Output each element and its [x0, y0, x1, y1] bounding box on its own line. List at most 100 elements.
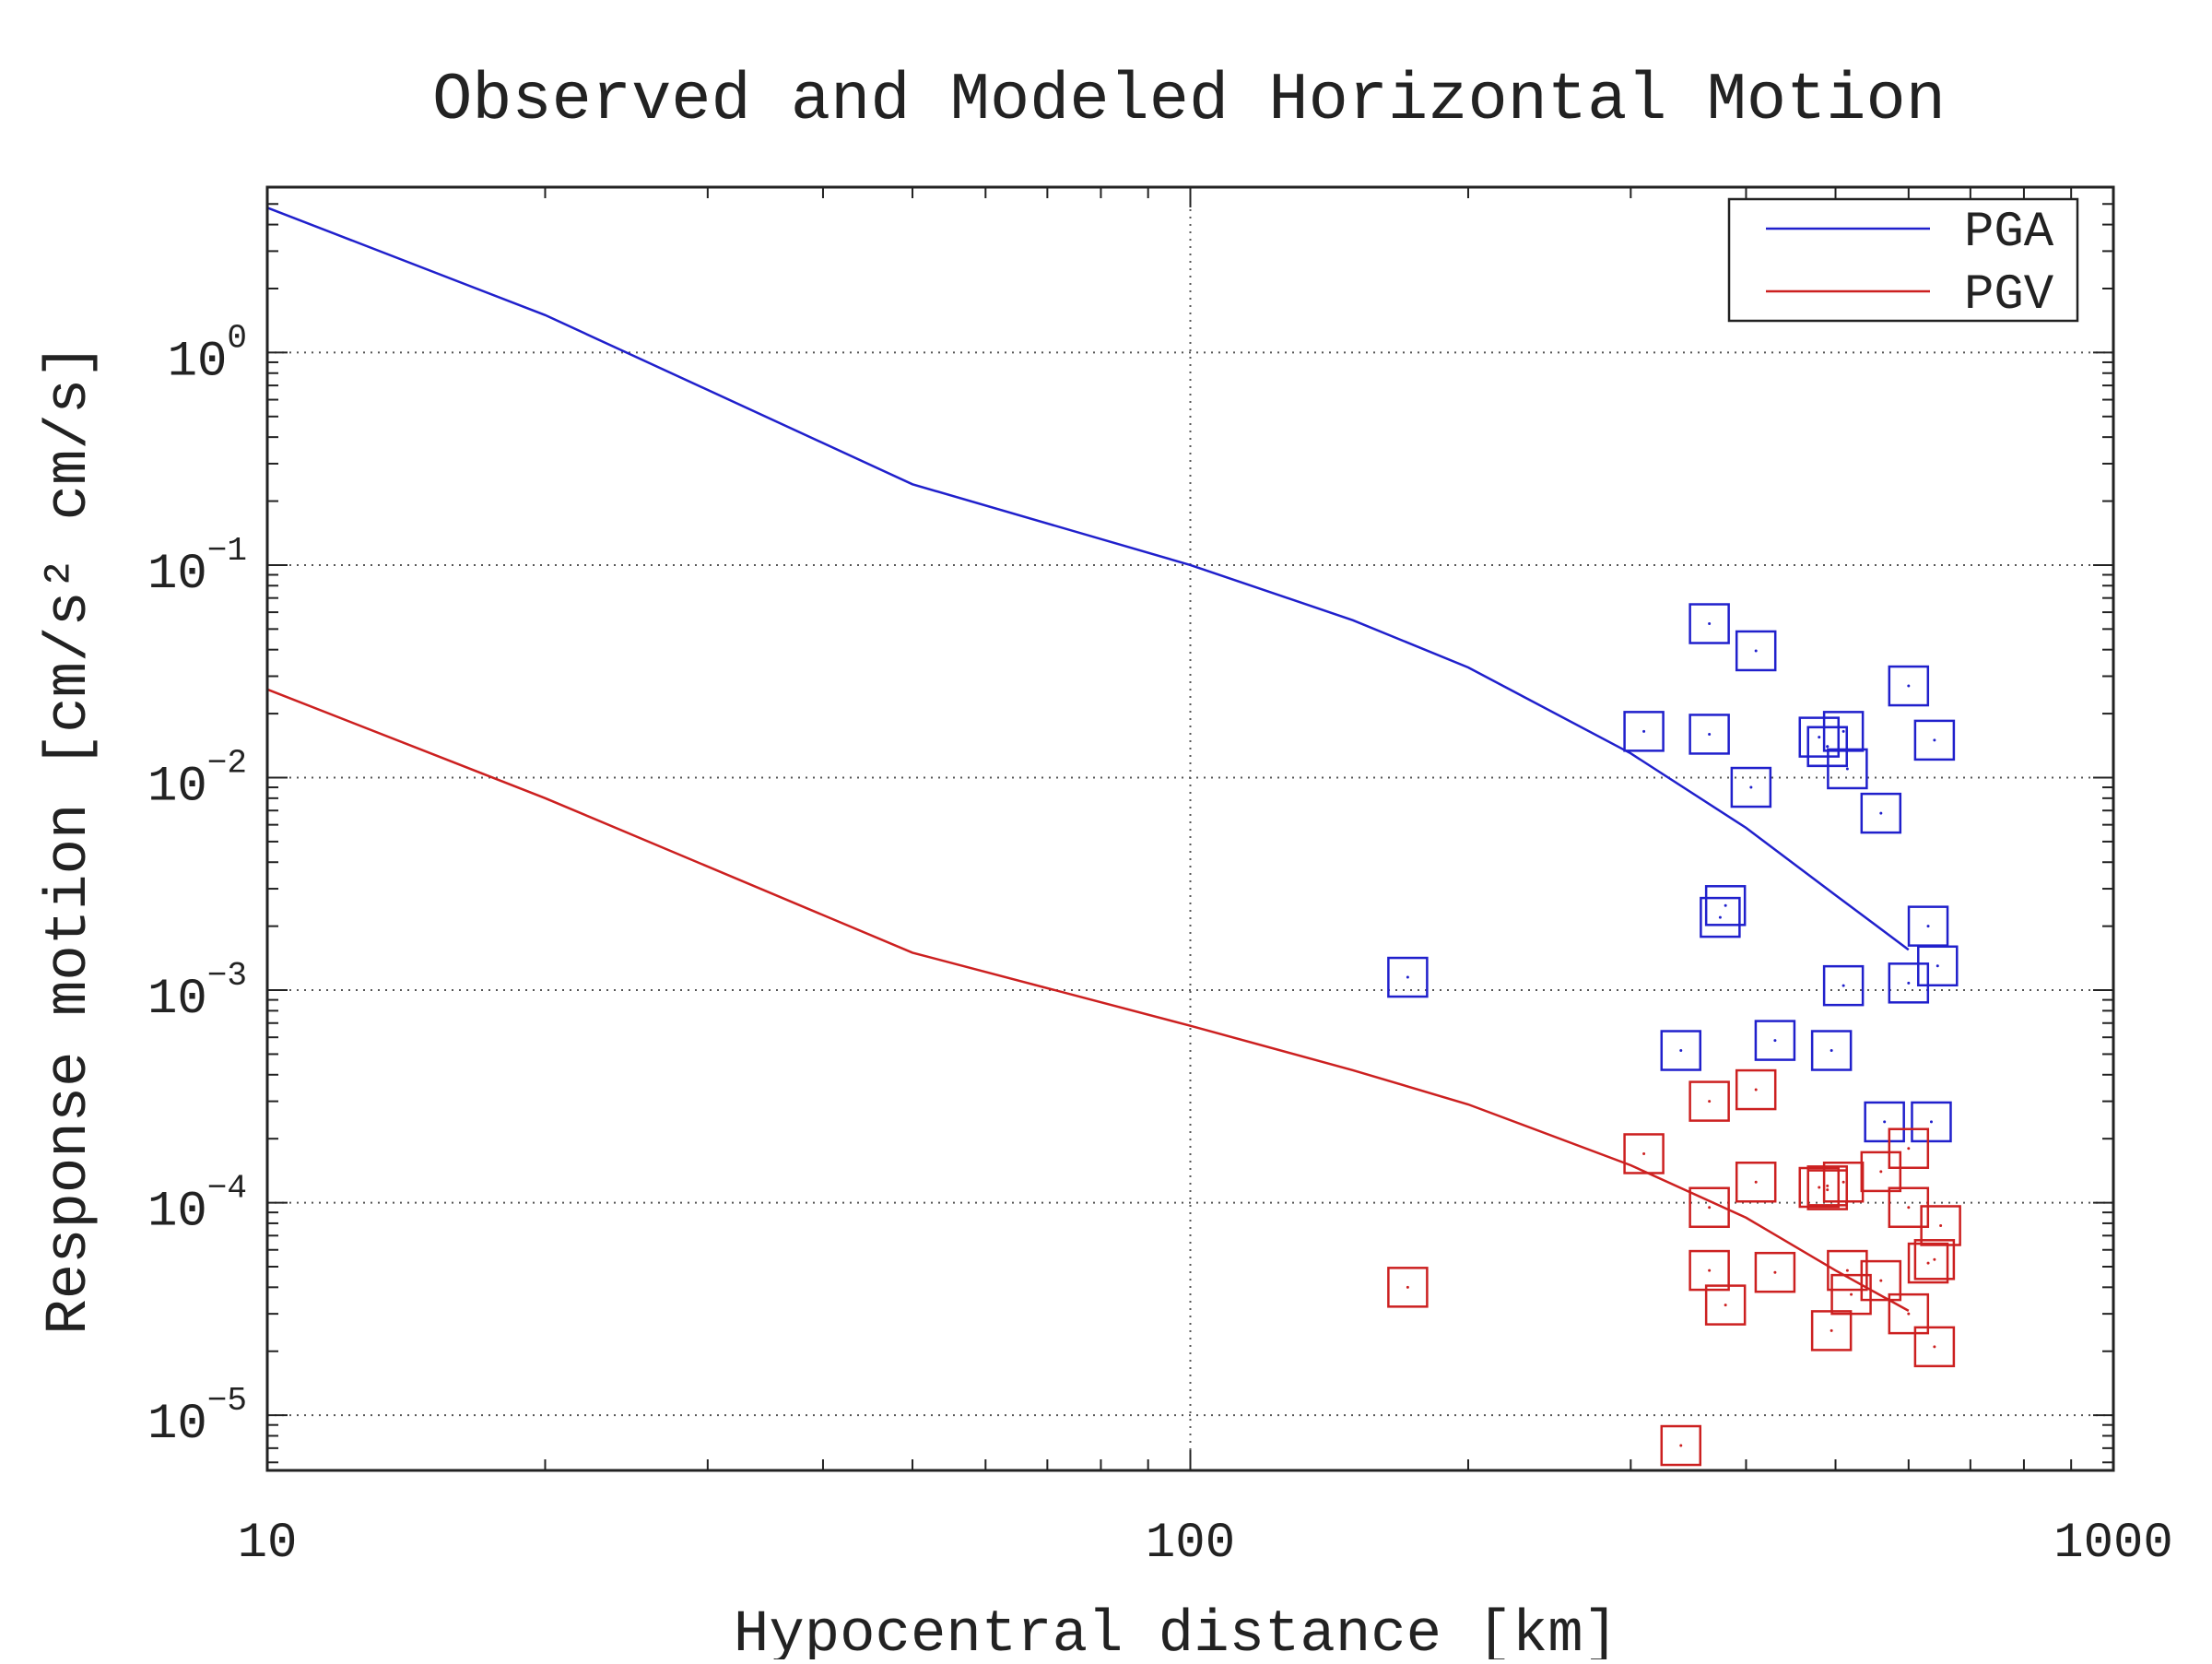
pgv-observed-marker-center: [1818, 1186, 1821, 1189]
pga-observed-marker-center: [1879, 811, 1883, 815]
pga-observed-marker-center: [1830, 1049, 1833, 1053]
pgv-observed-marker-center: [1939, 1223, 1943, 1227]
pgv-observed-marker-center: [1907, 1206, 1911, 1210]
pga-line: [266, 207, 1910, 951]
pga-observed-marker-center: [1406, 975, 1409, 979]
pgv-observed-marker-center: [1845, 1269, 1849, 1272]
pga-observed-marker-center: [1642, 729, 1646, 733]
pga-observed-marker: [1913, 719, 1956, 761]
pgv-observed-marker-center: [1679, 1444, 1683, 1447]
pgv-observed-marker: [1735, 1162, 1777, 1203]
pgv-observed-marker: [1860, 1259, 1902, 1302]
pgv-observed-marker-center: [1773, 1270, 1777, 1274]
x-tick-label: 1000: [2053, 1516, 2173, 1572]
plot-series: [266, 207, 1961, 1467]
pgv-observed-marker-center: [1933, 1345, 1936, 1349]
pgv-observed-marker-center: [1907, 1147, 1911, 1151]
pga-observed-marker-center: [1883, 1120, 1887, 1124]
pgv-observed-marker: [1913, 1239, 1956, 1280]
y-tick-label: 10−3: [147, 957, 247, 1028]
pgv-observed-marker: [1387, 1267, 1429, 1308]
legend-box: [1727, 197, 2079, 323]
pgv-observed-marker-center: [1406, 1285, 1409, 1289]
pgv-observed-marker-center: [1708, 1100, 1712, 1103]
pgv-observed-marker: [1822, 1162, 1865, 1203]
grid-lines: [267, 187, 2113, 1470]
pga-observed-marker-center: [1826, 745, 1830, 749]
pgv-observed-marker: [1888, 1127, 1930, 1169]
pga-observed-marker-center: [1818, 736, 1821, 739]
pga-observed-marker-center: [1933, 738, 1936, 742]
pga-observed-marker: [1888, 665, 1930, 707]
pga-observed-marker-center: [1708, 622, 1712, 626]
pga-observed-marker: [1917, 945, 1959, 987]
pgv-observed-marker-center: [1826, 1188, 1830, 1192]
pga-observed-marker-center: [1926, 925, 1930, 928]
pgv-observed-marker-center: [1830, 1328, 1833, 1332]
legend: PGA PGV: [1727, 197, 2079, 324]
chart-title: Observed and Modeled Horizontal Motion: [432, 63, 1946, 138]
pga-observed-marker: [1730, 766, 1772, 808]
pgv-observed-marker: [1754, 1251, 1796, 1293]
pgv-observed-marker: [1920, 1205, 1961, 1246]
pga-observed-marker: [1806, 726, 1848, 768]
pgv-observed-marker: [1688, 1186, 1730, 1228]
pga-observed-marker: [1623, 711, 1665, 752]
pga-observed-marker-center: [1929, 1120, 1933, 1124]
pga-observed-marker: [1688, 714, 1730, 755]
pga-observed-marker-center: [1773, 1039, 1777, 1043]
x-tick-label: 10: [238, 1516, 298, 1572]
pgv-observed-marker: [1827, 1249, 1868, 1292]
pgv-observed-marker-center: [1841, 1180, 1845, 1184]
pgv-observed-marker: [1735, 1068, 1777, 1111]
pga-observed-marker: [1704, 885, 1747, 926]
pgv-observed-marker-center: [1708, 1269, 1712, 1272]
pgv-observed-marker: [1688, 1080, 1730, 1122]
pga-observed-marker-center: [1749, 785, 1753, 789]
x-axis-label: Hypocentral distance [km]: [734, 1602, 1618, 1659]
pga-observed-marker-center: [1679, 1049, 1683, 1053]
pgv-observed-marker: [1888, 1186, 1930, 1228]
pgv-observed-marker: [1907, 1242, 1949, 1284]
pgv-observed-marker: [1798, 1166, 1841, 1209]
legend-label: PGA: [1964, 205, 2054, 261]
pga-observed-marker: [1860, 792, 1902, 834]
pga-observed-marker-center: [1907, 981, 1911, 985]
legend-label: PGV: [1964, 267, 2054, 324]
pgv-observed-marker: [1913, 1326, 1956, 1368]
pga-observed-marker-center: [1718, 915, 1722, 919]
pga-observed-marker-center: [1841, 984, 1845, 987]
pgv-observed-marker: [1860, 1151, 1902, 1193]
pgv-observed-marker-center: [1907, 1312, 1911, 1316]
pga-observed-marker: [1754, 1020, 1796, 1061]
pga-observed-marker: [1911, 1101, 1952, 1143]
pgv-observed-marker-center: [1879, 1170, 1883, 1174]
y-tick-label: 10−1: [147, 532, 247, 603]
y-tick-label: 10−4: [147, 1170, 247, 1241]
y-axis-label: Response motion [cm/s² cm/s]: [37, 343, 103, 1334]
pgv-observed-marker: [1830, 1273, 1872, 1316]
pgv-observed-marker: [1660, 1424, 1702, 1467]
pga-observed-marker: [1735, 630, 1777, 672]
y-tick-label: 10−2: [147, 744, 247, 815]
pgv-observed-marker-center: [1879, 1279, 1883, 1282]
pga-observed-marker: [1810, 1030, 1853, 1071]
pga-observed-marker: [1888, 962, 1930, 1004]
pgv-observed-marker-center: [1724, 1304, 1727, 1307]
pgv-observed-marker-center: [1826, 1184, 1830, 1187]
pga-observed-marker: [1798, 716, 1841, 758]
pgv-observed-marker-center: [1933, 1257, 1936, 1261]
y-tick-label: 10−5: [147, 1382, 247, 1453]
pgv-observed-marker-center: [1642, 1151, 1646, 1155]
pgv-observed-marker: [1704, 1284, 1747, 1326]
pga-observed-marker-center: [1724, 903, 1727, 907]
pga-observed-marker-center: [1936, 964, 1939, 968]
pgv-observed-marker-center: [1708, 1206, 1712, 1210]
pga-observed-marker-center: [1845, 767, 1849, 771]
pgv-observed-marker: [1888, 1292, 1930, 1335]
pga-observed-marker-center: [1841, 729, 1845, 733]
pga-observed-marker-center: [1754, 649, 1758, 653]
pga-observed-marker: [1660, 1030, 1702, 1071]
